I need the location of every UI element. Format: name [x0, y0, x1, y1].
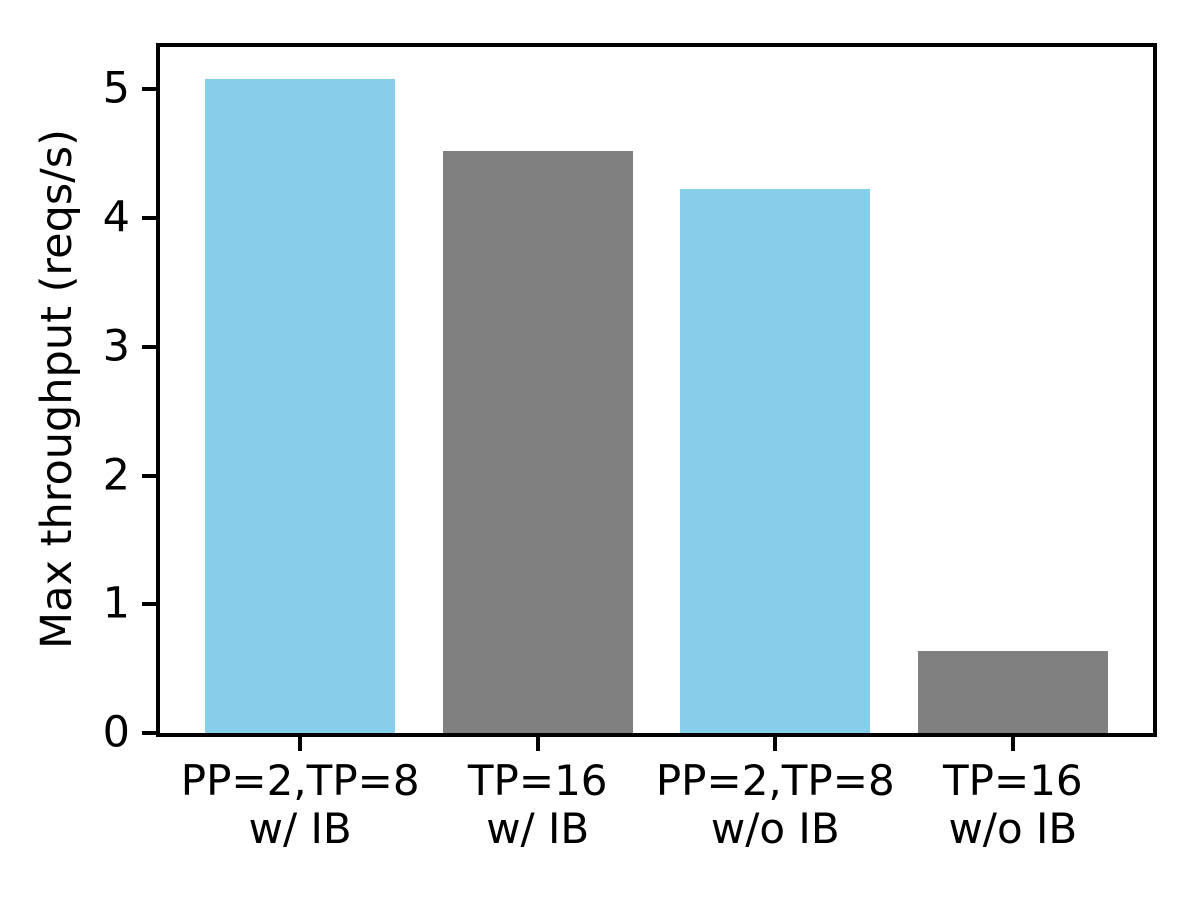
y-axis-label: Max throughput (reqs/s)	[32, 129, 82, 649]
x-tick-label-line: PP=2,TP=8	[180, 756, 420, 805]
y-tick-label: 0	[102, 707, 130, 758]
x-tick-label-line: TP=16	[943, 756, 1083, 805]
x-tick-label-line: w/ IB	[486, 804, 590, 854]
y-tick-label: 3	[102, 321, 130, 372]
x-tick-label: TP=16 w/ IB	[467, 756, 608, 854]
x-tick-label-line: w/ IB	[248, 804, 352, 854]
x-tick-label: TP=16 w/o IB	[943, 756, 1083, 854]
x-tick-label-line: TP=16	[467, 756, 608, 805]
x-tick-label: PP=2,TP=8 w/ IB	[180, 756, 420, 854]
y-tick-label: 4	[102, 192, 130, 243]
x-tick-label-line: PP=2,TP=8	[655, 756, 895, 805]
y-tick-label: 2	[102, 450, 130, 501]
x-tick-mark	[298, 737, 303, 751]
y-tick-mark	[142, 344, 156, 349]
x-tick-mark	[535, 737, 540, 751]
y-tick-mark	[142, 602, 156, 607]
bar	[205, 79, 396, 733]
x-tick-label: PP=2,TP=8 w/o IB	[655, 756, 895, 854]
x-tick-mark	[1010, 737, 1015, 751]
x-tick-label-line: w/o IB	[948, 804, 1078, 854]
x-tick-mark	[773, 737, 778, 751]
bar	[917, 650, 1108, 733]
y-tick-label: 5	[102, 63, 130, 114]
x-tick-label-line: w/o IB	[710, 804, 840, 854]
y-tick-mark	[142, 731, 156, 735]
y-tick-mark	[142, 473, 156, 478]
y-tick-label: 1	[102, 578, 130, 629]
bar	[680, 188, 871, 733]
plot-area: 0 1 2 3 4 5 PP=2,TP=8 w/ IB TP=16 w/ IB PP=2,TP=8 w…	[103, 43, 1157, 853]
y-tick-mark	[142, 216, 156, 221]
bar	[442, 151, 633, 733]
y-tick-mark	[142, 87, 156, 92]
